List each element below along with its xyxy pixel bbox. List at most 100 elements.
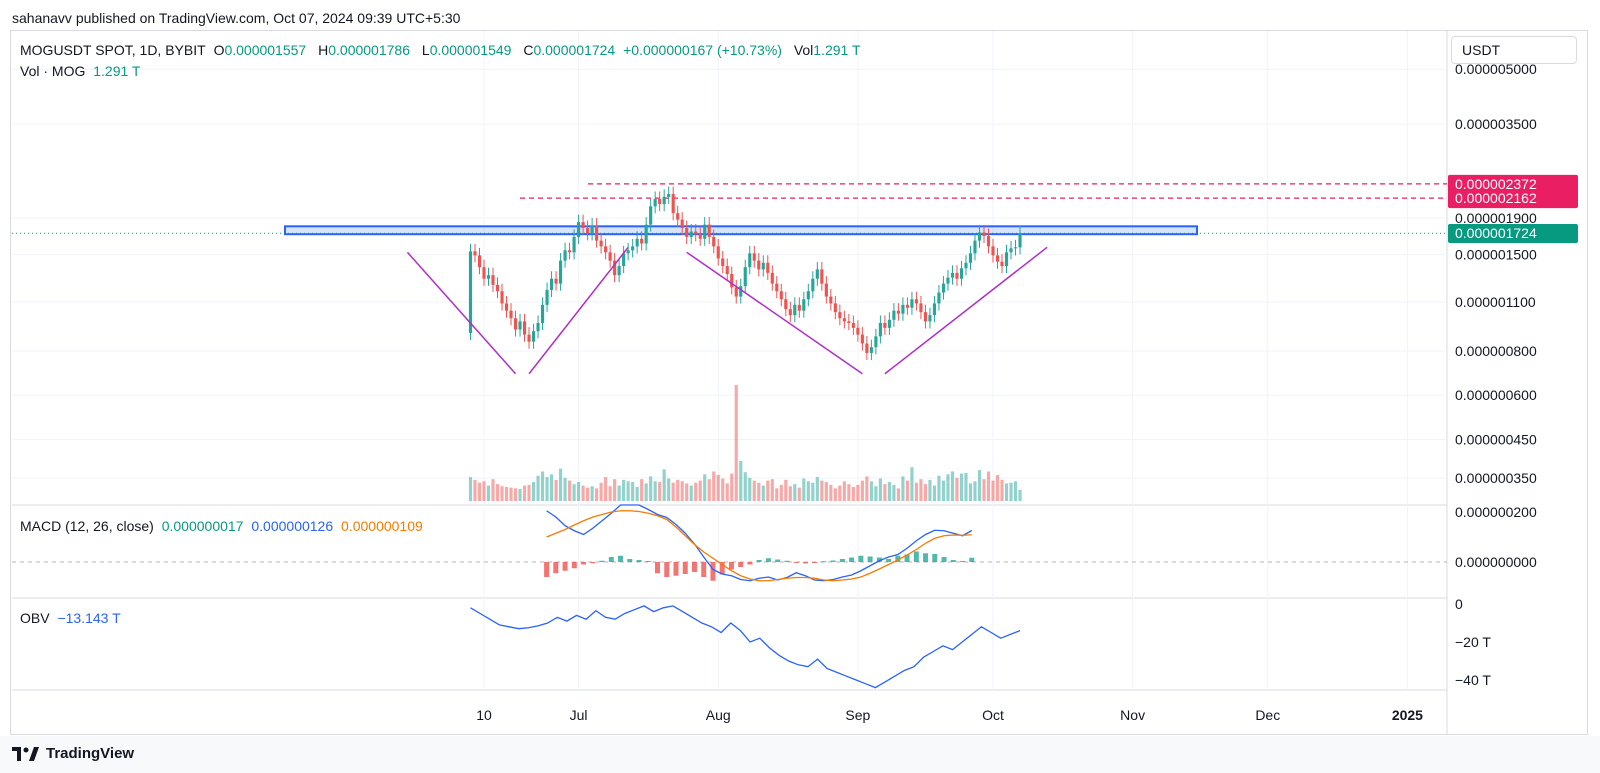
macd-histogram-bar	[618, 555, 624, 562]
macd-histogram-bar	[590, 562, 596, 564]
time-tick-label: 10	[476, 707, 492, 723]
candle-body	[549, 278, 554, 290]
volume-bar	[986, 471, 991, 501]
volume-bar	[829, 484, 833, 501]
candle-body	[473, 251, 477, 256]
volume-bar	[1000, 479, 1004, 501]
obv-legend: OBV −13.143 T	[20, 610, 125, 626]
volume-bar	[923, 484, 928, 501]
low-label: L	[421, 42, 430, 58]
candle-body	[914, 299, 919, 304]
price-tick-label: 0.000001500	[1455, 246, 1537, 262]
volume-value: 1.291 T	[93, 63, 141, 79]
volume-bar	[910, 467, 914, 501]
candle-body	[901, 304, 905, 314]
volume-bar	[662, 469, 666, 501]
price-tick-label: 0.000001100	[1455, 294, 1536, 310]
volume-bar	[572, 484, 576, 501]
candle-body	[477, 255, 482, 268]
low-value: 0.000001549	[429, 42, 512, 58]
volume-bar	[486, 485, 491, 501]
symbol-name[interactable]: MOGUSDT SPOT, 1D, BYBIT	[20, 42, 206, 58]
pattern-line-right-v-right-arm	[884, 246, 1048, 375]
macd-label[interactable]: MACD (12, 26, close)	[20, 518, 154, 534]
candle-body	[667, 194, 671, 197]
volume-bar	[522, 485, 527, 501]
volume-bar	[586, 487, 590, 501]
volume-bar	[473, 479, 477, 501]
tradingview-brand: TradingView	[46, 745, 135, 762]
volume-bar	[644, 483, 648, 501]
chart-frame[interactable]	[10, 30, 1588, 735]
close-label: C	[523, 42, 534, 58]
candle-body	[820, 269, 824, 284]
candle-body	[730, 274, 734, 288]
volume-bar	[878, 478, 882, 501]
candle-body	[748, 253, 752, 268]
volume-bar	[968, 483, 973, 501]
macd-histogram-bar	[747, 562, 753, 565]
volume-bar	[793, 484, 797, 501]
volume-bar	[973, 481, 977, 501]
volume-bar	[631, 482, 635, 501]
candle-body	[968, 253, 973, 263]
macd-tick-label: 0.000000200	[1455, 504, 1537, 520]
volume-bar	[649, 476, 653, 501]
price-label-badge	[1448, 189, 1578, 209]
tradingview-logo[interactable]: TradingView	[12, 745, 134, 762]
volume-label: Vol · MOG	[20, 63, 86, 79]
volume-bar	[752, 480, 756, 501]
candle-body	[991, 246, 995, 256]
macd-histogram-bar	[738, 562, 744, 567]
obv-tick-label: 0	[1455, 596, 1463, 612]
macd-histogram-bar	[765, 558, 771, 562]
open-value: 0.000001557	[224, 42, 307, 58]
candle-body	[928, 315, 932, 322]
macd-histogram-bar	[571, 562, 577, 569]
volume-bar	[833, 488, 837, 501]
candle-body	[568, 250, 572, 253]
candle-body	[712, 236, 716, 247]
tradingview-logo-icon	[12, 746, 39, 761]
candle-body	[613, 260, 617, 276]
currency-selector-button[interactable]: USDT	[1451, 36, 1577, 64]
obv-label[interactable]: OBV	[20, 610, 50, 626]
volume-bar	[950, 471, 955, 501]
candle-body	[698, 234, 702, 239]
volume-bar	[1018, 489, 1022, 501]
volume-bar	[549, 474, 554, 501]
candle-body	[793, 304, 797, 316]
volume-bar	[554, 479, 558, 501]
volume-bar	[887, 482, 891, 501]
candle-body	[635, 238, 639, 247]
volume-bar	[622, 479, 626, 501]
volume-bar	[685, 483, 689, 501]
candle-body	[847, 321, 851, 323]
price-tick-label: 0.000001900	[1455, 210, 1537, 226]
macd-legend: MACD (12, 26, close) 0.000000017 0.00000…	[20, 518, 427, 534]
candle-body	[522, 321, 527, 335]
volume-bar	[540, 471, 545, 501]
volume-bar	[545, 477, 549, 501]
volume-bar	[977, 470, 982, 501]
candle-body	[676, 213, 680, 220]
macd-histogram-bar	[821, 561, 827, 563]
candle-body	[649, 206, 653, 225]
macd-histogram-bar	[682, 562, 688, 574]
time-tick-label: Nov	[1120, 707, 1145, 723]
candle-body	[878, 322, 882, 337]
candle-body	[604, 246, 608, 253]
macd-signal-line	[546, 510, 972, 582]
volume-bar	[518, 489, 522, 501]
candle-body	[910, 299, 914, 308]
volume-bar	[504, 486, 509, 501]
volume-bar	[581, 485, 585, 501]
macd-histogram-bar	[858, 555, 864, 562]
volume-bar	[513, 488, 518, 501]
candle-body	[486, 275, 491, 279]
volume-bar	[608, 486, 612, 501]
candle-body	[595, 225, 599, 241]
time-tick-label: Oct	[982, 707, 1004, 723]
candle-body	[919, 303, 923, 313]
